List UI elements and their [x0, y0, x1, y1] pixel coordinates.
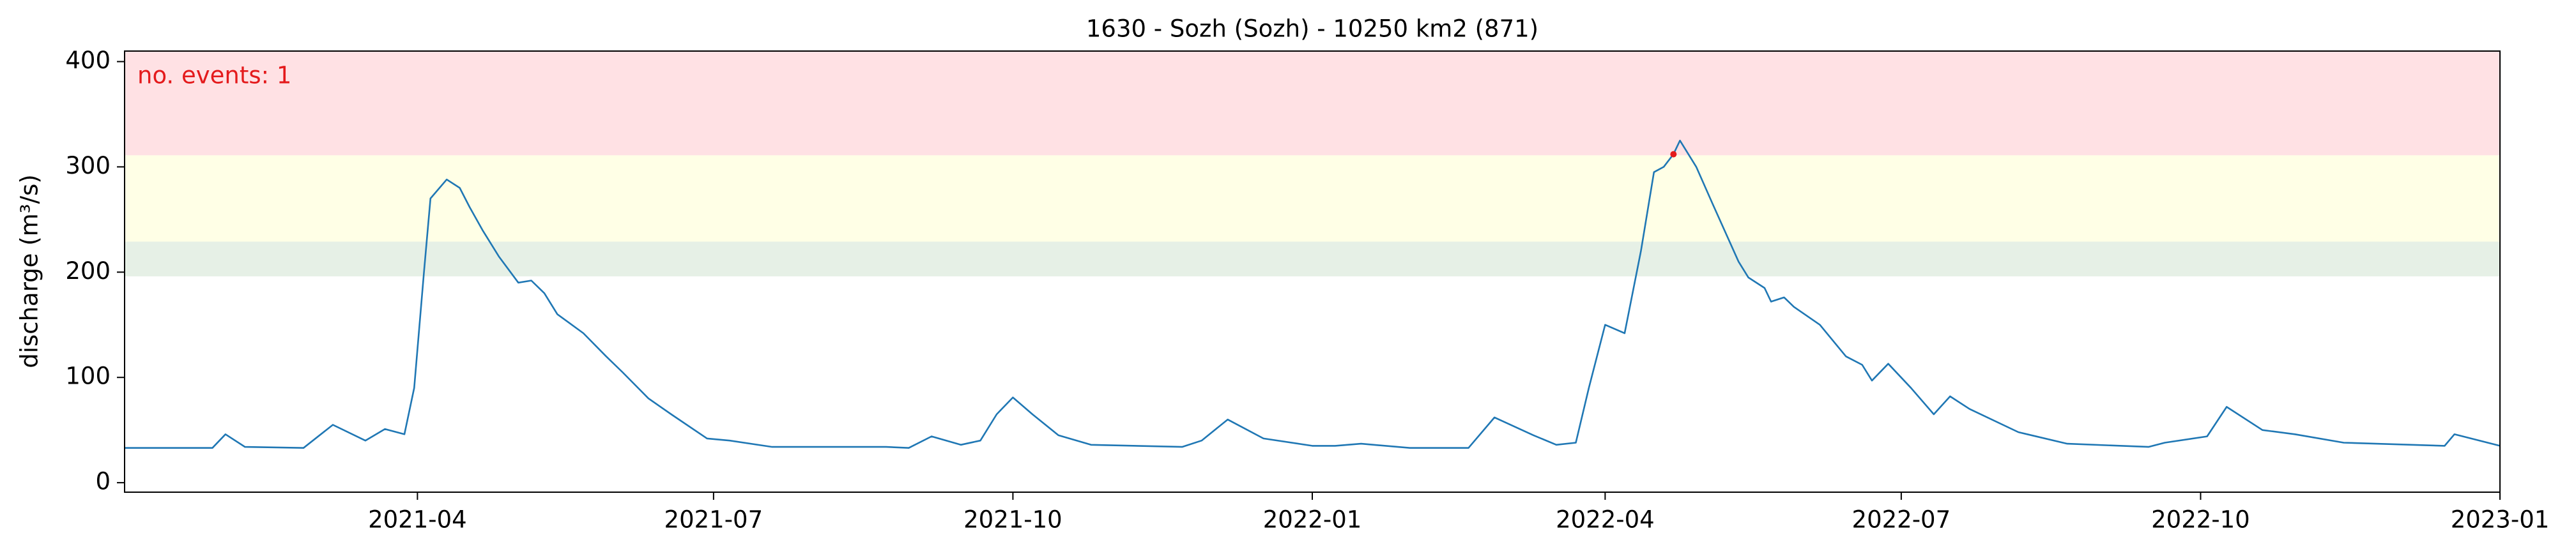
y-tick-label: 400 [65, 47, 111, 74]
threshold-band [125, 241, 2500, 276]
x-tick-label: 2021-04 [368, 506, 467, 534]
x-tick-label: 2021-10 [963, 506, 1062, 534]
x-tick-label: 2022-01 [1263, 506, 1362, 534]
x-tick-label: 2021-07 [664, 506, 763, 534]
event-marker [1670, 151, 1677, 158]
threshold-band [125, 51, 2500, 156]
x-tick-label: 2022-10 [2151, 506, 2250, 534]
y-tick-label: 300 [65, 152, 111, 179]
threshold-band [125, 155, 2500, 242]
discharge-line [125, 139, 2501, 449]
x-tick-label: 2022-04 [1556, 506, 1655, 534]
y-axis-label: discharge (m³/s) [16, 174, 43, 368]
y-tick-label: 200 [65, 257, 111, 285]
x-tick-label: 2023-01 [2451, 506, 2550, 534]
y-tick-label: 100 [65, 363, 111, 390]
annotation: no. events: 1 [137, 62, 291, 89]
plot-frame [124, 50, 2501, 493]
x-tick-label: 2022-07 [1852, 506, 1951, 534]
y-tick-label: 0 [95, 468, 111, 495]
chart-title: 1630 - Sozh (Sozh) - 10250 km2 (871) [1086, 15, 1538, 43]
